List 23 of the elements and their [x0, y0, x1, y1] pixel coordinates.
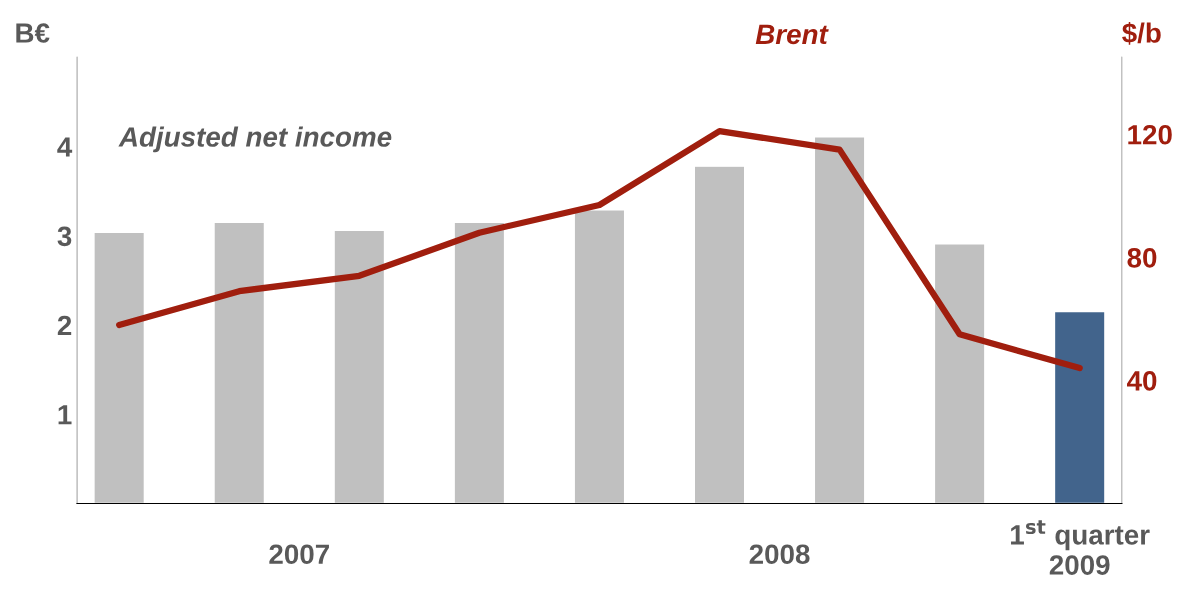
y2-tick-label: 40 — [1127, 371, 1157, 391]
text: Brent — [755, 24, 829, 45]
bar — [1053, 310, 1106, 504]
text: 2007 — [269, 544, 329, 565]
y-tick-label: 1 — [58, 405, 72, 425]
bar — [453, 221, 506, 504]
text: Adjusted net income — [118, 126, 392, 153]
y-tick-label: 4 — [57, 137, 73, 157]
bar — [93, 231, 146, 504]
bar — [573, 209, 626, 504]
x-tick-label: 1$^{st}$ quarter 2009 — [1011, 520, 1150, 575]
text: 2008 — [749, 544, 810, 565]
bar — [813, 136, 866, 504]
y-axis-title: B€ — [16, 23, 50, 43]
bar — [213, 221, 266, 504]
bar — [333, 229, 386, 504]
bar — [933, 243, 986, 504]
y-tick-label: 2 — [57, 315, 72, 336]
y-tick-label: 3 — [57, 226, 72, 247]
y2-tick-label: 120 — [1128, 124, 1172, 145]
y2-tick-label: 80 — [1127, 247, 1157, 268]
y2-axis-title: $/b — [1122, 21, 1161, 45]
bar — [693, 165, 746, 504]
